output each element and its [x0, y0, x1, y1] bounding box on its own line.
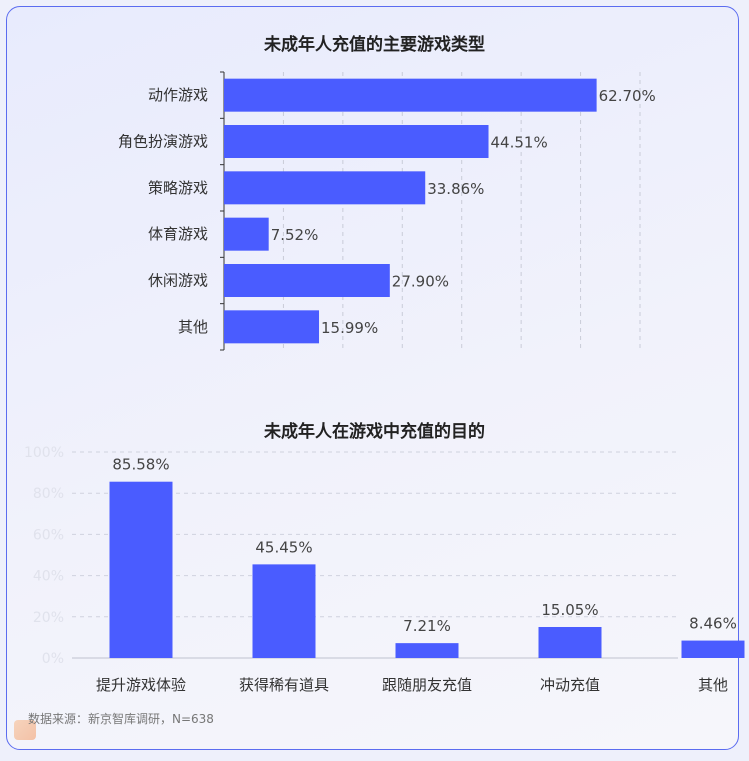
value-label: 27.90% — [392, 273, 449, 291]
bar — [224, 264, 390, 297]
category-label: 跟随朋友充值 — [382, 676, 472, 694]
value-label: 15.05% — [541, 601, 598, 619]
category-label: 角色扮演游戏 — [118, 133, 208, 151]
chart1-title: 未成年人充值的主要游戏类型 — [264, 35, 485, 55]
bar — [681, 640, 745, 658]
bar — [224, 125, 489, 158]
y-tick-label: 80% — [33, 486, 64, 502]
bar — [224, 310, 320, 344]
category-label: 其他 — [698, 676, 728, 694]
y-tick-label: 100% — [24, 445, 64, 461]
value-label: 8.46% — [689, 615, 737, 633]
value-label: 85.58% — [112, 456, 169, 474]
y-tick-label: 60% — [33, 527, 64, 543]
value-label: 44.51% — [491, 134, 548, 152]
category-label: 体育游戏 — [148, 225, 208, 243]
bar — [252, 564, 316, 658]
value-label: 45.45% — [255, 538, 312, 556]
y-tick-label: 0% — [42, 651, 64, 667]
bar — [538, 626, 602, 658]
category-label: 策略游戏 — [148, 179, 208, 197]
bar — [109, 481, 173, 658]
category-label: 获得稀有道具 — [239, 676, 329, 694]
category-label: 冲动充值 — [540, 676, 600, 694]
chart2-title: 未成年人在游戏中充值的目的 — [264, 422, 485, 442]
value-label: 15.99% — [321, 319, 378, 337]
value-label: 7.21% — [403, 617, 451, 635]
bar — [224, 217, 269, 251]
y-tick-label: 40% — [33, 569, 64, 585]
category-label: 休闲游戏 — [148, 272, 208, 290]
value-label: 7.52% — [271, 226, 319, 244]
category-label: 提升游戏体验 — [96, 676, 186, 694]
y-tick-label: 20% — [33, 610, 64, 626]
logo-badge-icon — [14, 720, 36, 740]
value-label: 33.86% — [427, 180, 484, 198]
category-label: 动作游戏 — [148, 86, 208, 104]
value-label: 62.70% — [599, 87, 656, 105]
bar — [395, 643, 459, 658]
bar — [224, 171, 426, 205]
horizontal-bar-chart: 动作游戏 62.70% 角色扮演游戏 44.51% 策略游戏 33.86% 体育游戏 7.52… — [118, 71, 656, 351]
source-note: 数据来源：新京智库调研，N=638 — [28, 712, 214, 726]
bar — [224, 78, 597, 112]
category-label: 其他 — [178, 318, 208, 336]
